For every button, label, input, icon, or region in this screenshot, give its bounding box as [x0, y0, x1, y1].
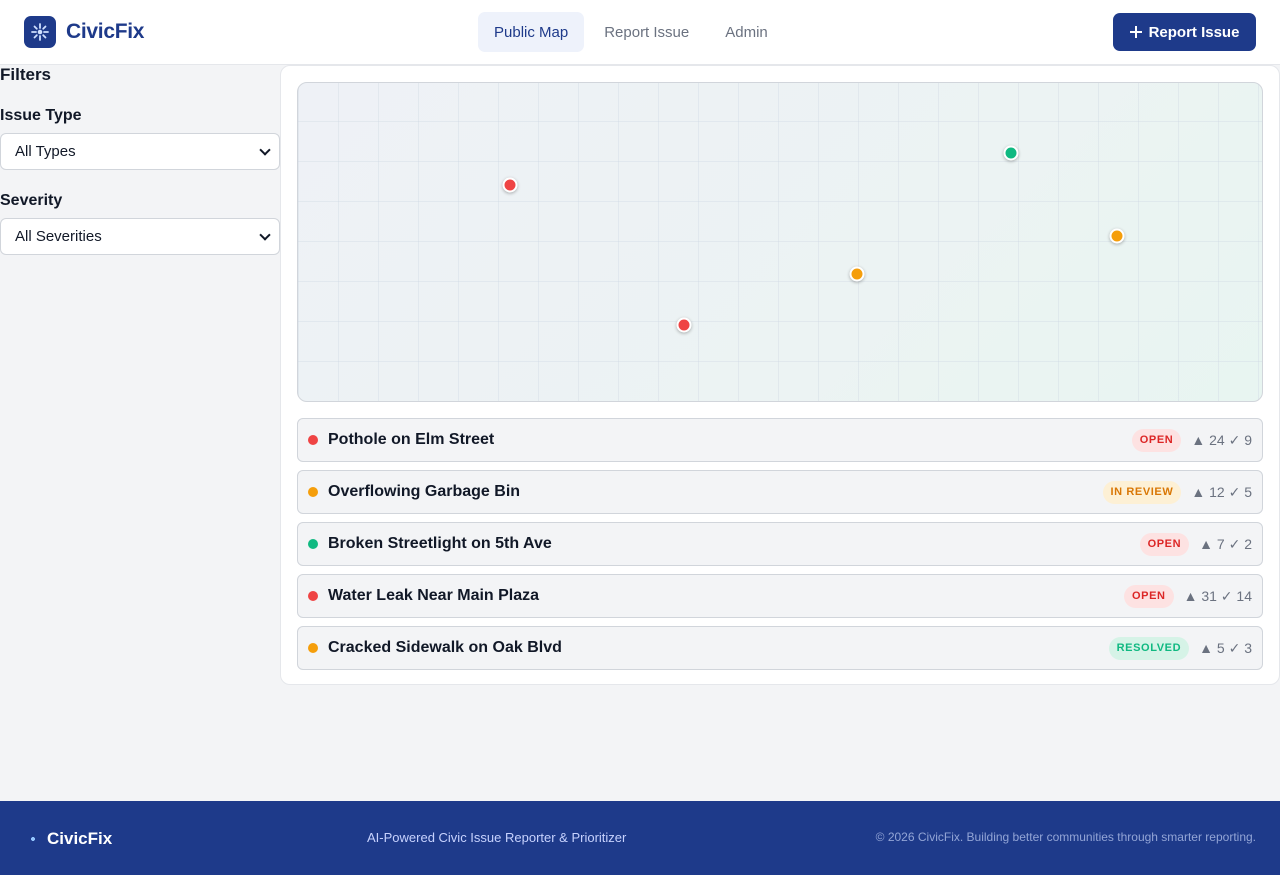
severity-value: All Severities: [15, 228, 102, 245]
tab-admin[interactable]: Admin: [725, 23, 768, 41]
issue-counts: ▲ 24 ✓ 9: [1191, 431, 1252, 448]
upvote-count: 12: [1209, 483, 1225, 500]
filters-title: Filters: [0, 65, 52, 84]
issue-title: Cracked Sidewalk on Oak Blvd: [328, 639, 562, 656]
issue-title: Overflowing Garbage Bin: [328, 483, 521, 500]
severity-label: Severity: [0, 192, 63, 209]
severity-select[interactable]: All Severities: [0, 218, 280, 255]
issue-map[interactable]: [297, 82, 1263, 402]
upvote-count: 5: [1216, 639, 1225, 656]
verify-count: 9: [1244, 431, 1252, 448]
sparkle-logo-icon: [29, 835, 37, 843]
report-issue-button[interactable]: Report Issue: [1113, 13, 1256, 51]
issue-type-value: All Types: [15, 143, 76, 160]
footer: CivicFix AI-Powered Civic Issue Reporter…: [0, 801, 1280, 875]
issue-counts: ▲ 31 ✓ 14: [1183, 587, 1252, 604]
issue-title: Broken Streetlight on 5th Ave: [328, 535, 552, 552]
list-item[interactable]: Overflowing Garbage Bin IN REVIEW ▲ 12 ✓…: [297, 470, 1263, 514]
verify-count: 2: [1244, 535, 1252, 552]
severity-dot: [308, 591, 318, 601]
issue-title: Pothole on Elm Street: [328, 431, 495, 448]
chevron-down-icon: [259, 228, 271, 241]
chevron-down-icon: [259, 143, 271, 156]
issue-title: Water Leak Near Main Plaza: [328, 587, 540, 604]
footer-copyright: © 2026 CivicFix. Building better communi…: [875, 830, 1256, 844]
severity-dot: [308, 539, 318, 549]
list-item[interactable]: Broken Streetlight on 5th Ave OPEN ▲ 7 ✓…: [297, 522, 1263, 566]
upvote-count: 7: [1216, 535, 1225, 552]
status-badge: OPEN: [1131, 428, 1182, 452]
map-pin-streetlight[interactable]: [1003, 145, 1019, 161]
map-pin-water-leak[interactable]: [676, 317, 692, 333]
tab-public-map[interactable]: Public Map: [478, 12, 585, 52]
severity-dot: [308, 643, 318, 653]
list-item[interactable]: Water Leak Near Main Plaza OPEN ▲ 31 ✓ 1…: [297, 574, 1263, 618]
issue-type-select[interactable]: All Types: [0, 133, 280, 170]
list-item[interactable]: Cracked Sidewalk on Oak Blvd RESOLVED ▲ …: [297, 626, 1263, 670]
issue-list: Pothole on Elm Street OPEN ▲ 24 ✓ 9 Over…: [297, 418, 1263, 678]
issue-type-label: Issue Type: [0, 107, 82, 124]
upvote-count: 24: [1209, 431, 1225, 448]
tab-report-issue[interactable]: Report Issue: [604, 23, 690, 41]
status-badge: RESOLVED: [1108, 636, 1190, 660]
status-badge: OPEN: [1124, 584, 1174, 608]
issue-counts: ▲ 5 ✓ 3: [1199, 639, 1252, 656]
app-logo[interactable]: CivicFix: [24, 16, 144, 48]
severity-dot: [308, 435, 318, 445]
filters-sidebar: Filters Issue Type All Types Severity Al…: [0, 65, 280, 255]
map-pin-garbage[interactable]: [849, 266, 865, 282]
top-bar: CivicFix Public Map Report Issue Admin R…: [0, 0, 1280, 65]
upvote-count: 31: [1201, 587, 1217, 604]
severity-dot: [308, 487, 318, 497]
issue-counts: ▲ 12 ✓ 5: [1191, 483, 1252, 500]
issue-counts: ▲ 7 ✓ 2: [1199, 535, 1252, 552]
verify-count: 5: [1244, 483, 1252, 500]
app-name: CivicFix: [66, 20, 145, 43]
footer-tagline: AI-Powered Civic Issue Reporter & Priori…: [367, 830, 627, 845]
map-pin-pothole[interactable]: [502, 177, 518, 193]
footer-brand: CivicFix: [47, 829, 113, 848]
footer-logo: CivicFix: [29, 829, 112, 849]
sparkle-logo-icon: [24, 16, 56, 48]
main-nav: Public Map Report Issue Admin: [478, 12, 784, 52]
map-panel: Pothole on Elm Street OPEN ▲ 24 ✓ 9 Over…: [280, 65, 1280, 685]
plus-icon: [1129, 26, 1142, 38]
map-pin-sidewalk[interactable]: [1109, 228, 1125, 244]
status-badge: OPEN: [1139, 532, 1190, 556]
report-issue-label: Report Issue: [1148, 23, 1240, 41]
verify-count: 3: [1244, 639, 1252, 656]
status-badge: IN REVIEW: [1102, 480, 1182, 504]
list-item[interactable]: Pothole on Elm Street OPEN ▲ 24 ✓ 9: [297, 418, 1263, 462]
verify-count: 14: [1236, 587, 1252, 604]
